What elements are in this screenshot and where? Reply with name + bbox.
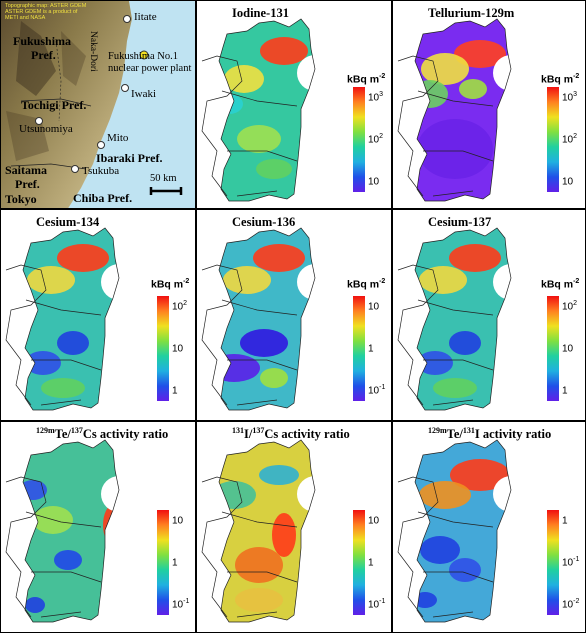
colorbar-tick: 103 bbox=[368, 91, 384, 104]
colorbar-tick: 10-2 bbox=[562, 598, 580, 611]
label-chiba: Chiba Pref. bbox=[73, 191, 133, 205]
label-fukushima-pref: Pref. bbox=[31, 48, 56, 62]
label-tochigi: Tochigi Pref. bbox=[21, 98, 87, 112]
map-panel-7: 131I/137Cs activity ratio 10 1 10-1 bbox=[196, 421, 392, 633]
utsunomiya-marker bbox=[35, 117, 43, 125]
colorbar-tick: 1 bbox=[562, 385, 568, 397]
tsukuba-marker bbox=[71, 165, 79, 173]
colorbar-tick: 10-1 bbox=[172, 598, 190, 611]
label-saitama-pref: Pref. bbox=[15, 177, 40, 191]
colorbar bbox=[547, 87, 559, 192]
colorbar-tick: 1 bbox=[562, 515, 568, 527]
colorbar bbox=[157, 296, 169, 401]
colorbar-tick: 1 bbox=[368, 557, 374, 569]
contour-map bbox=[201, 18, 316, 202]
label-mito: Mito bbox=[107, 132, 129, 144]
colorbar-tick: 10 bbox=[368, 176, 380, 188]
contour-map bbox=[397, 227, 512, 411]
map-panel-4: Cesium-136 kBq m-2 10 1 10-1 bbox=[196, 209, 392, 421]
colorbar-tick: 10-1 bbox=[562, 556, 580, 569]
colorbar-unit: kBq m-2 bbox=[151, 278, 190, 291]
colorbar-tick: 102 bbox=[368, 133, 384, 146]
colorbar-tick: 102 bbox=[562, 133, 578, 146]
map-panel-8: 129mTe/131I activity ratio 1 10-1 10-2 bbox=[392, 421, 586, 633]
label-saitama: Saitama bbox=[5, 163, 47, 177]
contour-map bbox=[201, 439, 316, 623]
colorbar-tick: 10 bbox=[368, 515, 380, 527]
map-panel-6: 129mTe/137Cs activity ratio 10 1 10-1 bbox=[0, 421, 196, 633]
iitate-marker bbox=[123, 15, 131, 23]
colorbar-tick: 10-1 bbox=[368, 598, 386, 611]
label-tsukuba: Tsukuba bbox=[82, 165, 120, 177]
colorbar-tick: 10 bbox=[562, 343, 574, 355]
colorbar-unit: kBq m-2 bbox=[541, 278, 580, 291]
panel-title: Cesium-137 bbox=[428, 215, 492, 230]
colorbar-unit: kBq m-2 bbox=[541, 73, 580, 86]
map-credit: Topographic map: ASTER GDEM ASTER GDEM i… bbox=[5, 3, 87, 21]
scale-bar bbox=[149, 187, 183, 195]
panel-title: Iodine-131 bbox=[232, 6, 289, 21]
map-panel-5: Cesium-137 kBq m-2 102 10 1 bbox=[392, 209, 586, 421]
panel-title: Tellurium-129m bbox=[428, 6, 515, 21]
panel-title: 129mTe/137Cs activity ratio bbox=[36, 426, 169, 442]
label-naka-dori: Naka-Dori bbox=[88, 31, 98, 72]
map-panel-1: Iodine-131 kBq m-2 103 102 10 bbox=[196, 0, 392, 209]
label-tokyo: Tokyo bbox=[5, 192, 37, 206]
label-iwaki: Iwaki bbox=[131, 88, 157, 100]
panel-title: Cesium-136 bbox=[232, 215, 296, 230]
panel-title: 129mTe/131I activity ratio bbox=[428, 426, 552, 442]
label-fukushima: Fukushima bbox=[13, 34, 72, 48]
colorbar-tick: 1 bbox=[172, 557, 178, 569]
contour-map bbox=[397, 18, 512, 202]
reference-map-panel: Topographic map: ASTER GDEM ASTER GDEM i… bbox=[0, 0, 196, 209]
contour-map bbox=[5, 227, 120, 411]
iwaki-marker bbox=[121, 84, 129, 92]
colorbar-tick: 1 bbox=[368, 343, 374, 355]
colorbar-tick: 10 bbox=[172, 515, 184, 527]
colorbar-tick: 1 bbox=[172, 385, 178, 397]
colorbar-tick: 103 bbox=[562, 91, 578, 104]
label-plant-1: Fukushima No.1 bbox=[108, 51, 179, 62]
colorbar bbox=[353, 510, 365, 615]
panel-title: 131I/137Cs activity ratio bbox=[232, 426, 350, 442]
colorbar-tick: 10 bbox=[562, 176, 574, 188]
contour-map bbox=[397, 439, 512, 623]
colorbar-unit: kBq m-2 bbox=[347, 278, 386, 291]
colorbar-tick: 10 bbox=[172, 343, 184, 355]
colorbar bbox=[353, 87, 365, 192]
map-panel-3: Cesium-134 kBq m-2 102 10 1 bbox=[0, 209, 196, 421]
label-ibaraki: Ibaraki Pref. bbox=[96, 151, 163, 165]
contour-map bbox=[201, 227, 316, 411]
colorbar bbox=[547, 296, 559, 401]
map-panel-2: Tellurium-129m kBq m-2 103 102 10 bbox=[392, 0, 586, 209]
colorbar bbox=[353, 296, 365, 401]
mito-marker bbox=[97, 141, 105, 149]
colorbar-tick: 102 bbox=[562, 300, 578, 313]
colorbar-tick: 102 bbox=[172, 300, 188, 313]
colorbar-tick: 10-1 bbox=[368, 384, 386, 397]
contour-map bbox=[5, 439, 120, 623]
colorbar bbox=[157, 510, 169, 615]
reference-map bbox=[1, 1, 195, 208]
label-iitate: Iitate bbox=[134, 11, 157, 23]
label-plant-2: nuclear power plant bbox=[108, 63, 192, 74]
colorbar-unit: kBq m-2 bbox=[347, 73, 386, 86]
label-utsunomiya: Utsunomiya bbox=[19, 123, 73, 135]
panel-title: Cesium-134 bbox=[36, 215, 100, 230]
colorbar bbox=[547, 510, 559, 615]
label-scale: 50 km bbox=[150, 173, 177, 184]
plant-marker bbox=[139, 50, 149, 60]
colorbar-tick: 10 bbox=[368, 301, 380, 313]
